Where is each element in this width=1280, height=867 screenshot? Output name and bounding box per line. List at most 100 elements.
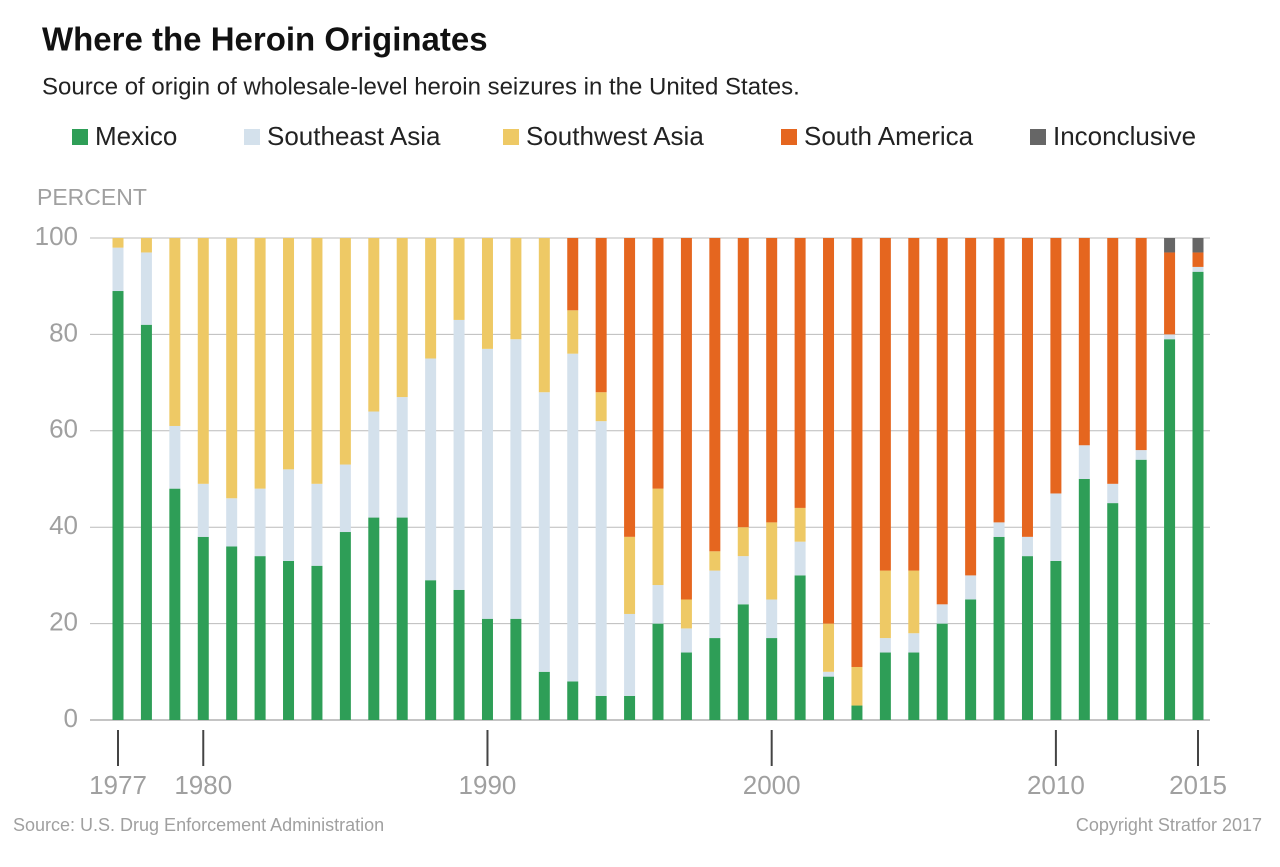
bar-segment <box>595 238 607 393</box>
bar-segment <box>396 517 408 720</box>
bar-segment <box>396 397 408 518</box>
bar-segment <box>481 238 493 349</box>
bar-segment <box>680 652 692 720</box>
bar-segment <box>766 238 778 523</box>
legend-swatch <box>1030 129 1046 145</box>
bar-segment <box>737 238 749 528</box>
bar-segment <box>197 536 209 720</box>
x-tick-label: 1980 <box>174 770 232 800</box>
bar-segment <box>311 238 323 484</box>
bar-segment <box>283 238 295 470</box>
y-tick-label: 20 <box>49 606 78 636</box>
bar-segment <box>851 238 863 667</box>
bar-segment <box>823 671 835 677</box>
bar-segment <box>652 238 664 489</box>
bar-segment <box>680 238 692 600</box>
bar-segment <box>1164 252 1176 335</box>
bar-segment <box>794 238 806 508</box>
bar-segment <box>1164 238 1176 253</box>
bar-segment <box>538 238 550 393</box>
bar-segment <box>1050 493 1062 561</box>
bar-segment <box>254 238 266 489</box>
bar-segment <box>624 238 636 537</box>
bar-segment <box>1107 483 1119 504</box>
bar-segment <box>1078 445 1090 479</box>
bar-segment <box>766 599 778 639</box>
bar-segment <box>709 638 721 720</box>
bar-segment <box>624 536 636 614</box>
bar-segment <box>567 353 579 682</box>
legend-swatch <box>503 129 519 145</box>
bar-segment <box>1050 560 1062 720</box>
bar-segment <box>595 695 607 720</box>
bar-segment <box>794 507 806 542</box>
x-tick-label: 1990 <box>459 770 517 800</box>
bar-segment <box>112 247 124 292</box>
bar-segment <box>965 575 977 600</box>
bar-segment <box>567 238 579 311</box>
bar-segment <box>254 556 266 720</box>
bar-segment <box>823 238 835 624</box>
bar-segment <box>311 483 323 566</box>
bar-segment <box>1135 459 1147 720</box>
bar-segment <box>709 551 721 571</box>
bar-segment <box>879 638 891 653</box>
bar-segment <box>396 238 408 398</box>
bar-segment <box>737 604 749 720</box>
bar-segment <box>1192 238 1204 253</box>
bar-segment <box>226 546 238 720</box>
bar-segment <box>709 238 721 552</box>
bar-segment <box>794 541 806 576</box>
bar-segment <box>879 238 891 571</box>
bar-segment <box>766 638 778 720</box>
bar-segment <box>851 666 863 706</box>
bar-segment <box>1192 266 1204 272</box>
bar-segment <box>1135 450 1147 460</box>
bar-segment <box>1078 238 1090 446</box>
bar-segment <box>624 695 636 720</box>
bar-segment <box>538 392 550 672</box>
bar-segment <box>425 238 437 359</box>
bar-segment <box>140 252 152 325</box>
bar-segment <box>567 310 579 354</box>
x-tick-label: 1977 <box>89 770 147 800</box>
bar-segment <box>510 238 522 340</box>
bar-segment <box>936 623 948 720</box>
bar-segment <box>908 633 920 653</box>
bar-segment <box>1021 536 1033 557</box>
bar-segment <box>283 469 295 561</box>
x-tick-label: 2010 <box>1027 770 1085 800</box>
bar-segment <box>936 604 948 624</box>
bar-segment <box>965 238 977 576</box>
bar-segment <box>112 291 124 720</box>
bar-segment <box>879 652 891 720</box>
bar-segment <box>567 681 579 720</box>
bar-segment <box>1021 556 1033 720</box>
bar-segment <box>254 488 266 557</box>
bar-segment <box>1164 334 1176 340</box>
bar-segment <box>453 238 465 320</box>
bar-segment <box>908 570 920 634</box>
legend-label: Mexico <box>95 121 177 151</box>
bar-segment <box>425 358 437 581</box>
bar-segment <box>169 425 181 489</box>
bar-segment <box>1164 339 1176 720</box>
bar-segment <box>510 339 522 619</box>
bar-segment <box>1135 238 1147 451</box>
bar-segment <box>453 319 465 590</box>
bar-segment <box>823 676 835 720</box>
y-axis-label: PERCENT <box>37 184 147 210</box>
bar-segment <box>368 238 380 412</box>
bar-segment <box>197 238 209 484</box>
chart-subtitle: Source of origin of wholesale-level hero… <box>42 73 800 100</box>
bar-segment <box>595 392 607 422</box>
bar-segment <box>311 565 323 720</box>
bar-segment <box>908 238 920 571</box>
bar-segment <box>481 348 493 619</box>
y-tick-label: 60 <box>49 414 78 444</box>
bar-segment <box>481 618 493 720</box>
bar-segment <box>766 522 778 600</box>
bar-segment <box>709 570 721 639</box>
bar-segment <box>1078 479 1090 720</box>
bar-segment <box>823 623 835 672</box>
